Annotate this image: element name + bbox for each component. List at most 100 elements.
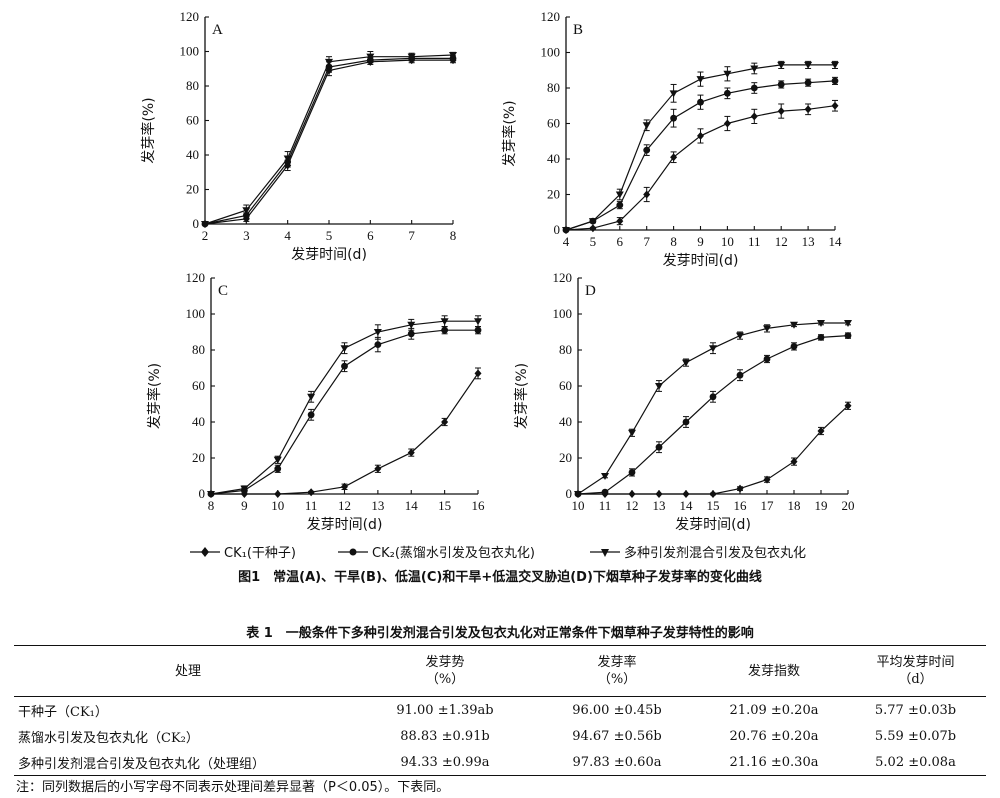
- data-point: [273, 456, 282, 464]
- x-tick-label: 6: [617, 234, 624, 249]
- data-point: [724, 89, 731, 97]
- data-point: [274, 465, 282, 473]
- data-point: [804, 61, 813, 69]
- series-line: [565, 105, 836, 231]
- data-point: [670, 153, 678, 162]
- table-row: 多种引发剂混合引发及包衣丸化（处理组） 94.33 ±0.99a 97.83 ±…: [14, 749, 986, 776]
- data-point: [790, 321, 798, 329]
- data-point: [709, 490, 717, 498]
- y-tick-label: 120: [553, 270, 573, 285]
- legend-label-ck1: CK₁(干种子): [224, 546, 296, 561]
- y-tick-label: 100: [553, 306, 573, 321]
- header-unit: （%）: [597, 672, 637, 687]
- x-tick-label: 2: [202, 228, 209, 243]
- x-tick-label: 7: [408, 228, 415, 243]
- x-tick-label: 12: [338, 498, 351, 513]
- data-point: [407, 321, 416, 329]
- y-tick-label: 100: [541, 45, 561, 60]
- data-point: [790, 457, 798, 466]
- data-point: [474, 326, 482, 334]
- data-point: [589, 224, 597, 233]
- y-tick-label: 20: [559, 450, 572, 465]
- y-axis-label: 发芽率(%): [146, 363, 163, 429]
- x-tick-label: 18: [788, 498, 801, 513]
- data-point: [615, 191, 624, 199]
- data-point: [374, 464, 382, 473]
- y-tick-label: 100: [180, 44, 200, 59]
- data-point: [307, 411, 315, 419]
- header-label: 发芽指数: [747, 663, 800, 679]
- data-point: [804, 105, 812, 114]
- series-circle: [201, 55, 457, 228]
- y-tick-label: 80: [186, 78, 199, 93]
- header-label: 处理: [174, 663, 201, 679]
- x-tick-label: 12: [775, 234, 788, 249]
- data-point: [831, 101, 839, 110]
- data-point: [750, 65, 759, 73]
- x-tick-label: 11: [305, 498, 318, 513]
- y-tick-label: 100: [186, 306, 206, 321]
- data-point: [307, 393, 316, 401]
- series-line: [578, 405, 849, 495]
- x-tick-label: 8: [208, 498, 215, 513]
- y-tick-label: 20: [192, 450, 205, 465]
- x-tick-label: 7: [643, 234, 650, 249]
- x-tick-label: 4: [284, 228, 291, 243]
- table-cell: 94.33 ±0.99a: [359, 749, 531, 776]
- data-point: [307, 488, 315, 497]
- x-tick-label: 15: [438, 498, 451, 513]
- legend-label-ck2: CK₂(蒸馏水引发及包衣丸化): [372, 545, 535, 561]
- x-tick-label: 10: [572, 498, 585, 513]
- data-point: [274, 490, 282, 498]
- data-point: [373, 329, 382, 336]
- data-point: [844, 332, 852, 339]
- data-point: [831, 61, 839, 69]
- y-tick-label: 120: [186, 270, 206, 285]
- x-tick-label: 8: [670, 234, 677, 249]
- figure-caption: 图1 常温(A)、干旱(B)、低温(C)和干旱+低温交叉胁迫(D)下烟草种子发芽…: [238, 569, 762, 585]
- series-diamond: [207, 367, 482, 498]
- x-tick-label: 13: [371, 498, 384, 513]
- x-axis-label: 发芽时间(d): [307, 517, 383, 533]
- triangle-marker-icon: [601, 549, 609, 557]
- data-point: [601, 473, 609, 480]
- header-label: 发芽率: [597, 655, 637, 670]
- x-tick-label: 14: [405, 498, 419, 513]
- table-title: 表 1 一般条件下多种引发剂混合引发及包衣丸化对正常条件下烟草种子发芽特性的影响: [246, 626, 754, 641]
- table-cell: 多种引发剂混合引发及包衣丸化（处理组）: [14, 749, 359, 776]
- series-line: [577, 335, 849, 495]
- data-point: [750, 112, 758, 121]
- series-line: [211, 373, 479, 495]
- data-point: [325, 58, 333, 66]
- data-point: [723, 119, 731, 128]
- y-tick-label: 0: [566, 486, 573, 501]
- data-point: [574, 491, 582, 498]
- y-tick-label: 20: [547, 187, 560, 202]
- data-point: [240, 485, 249, 493]
- header-cell: 处理: [14, 645, 359, 697]
- data-point: [366, 53, 375, 61]
- data-point: [669, 90, 678, 98]
- table-cell: 96.00 ±0.45b: [572, 702, 662, 718]
- legend-item-ck2: CK₂(蒸馏水引发及包衣丸化): [338, 545, 535, 561]
- data-point: [697, 131, 704, 140]
- data-point: [817, 320, 825, 327]
- y-tick-label: 20: [186, 182, 199, 197]
- data-point: [844, 401, 852, 410]
- data-point: [777, 81, 785, 88]
- x-tick-label: 11: [748, 234, 761, 249]
- chart-panel-b: 0 20 40 60 80 100 120 4 5 6 7 8 9 10 11 12 13 14 B 发芽时间(d) 发…: [501, 9, 842, 269]
- x-tick-label: 9: [697, 234, 704, 249]
- y-tick-label: 80: [192, 342, 205, 357]
- data-point: [628, 469, 636, 476]
- data-point: [670, 114, 677, 122]
- x-tick-label: 6: [367, 228, 374, 243]
- data-point: [407, 330, 415, 338]
- data-point: [655, 443, 663, 451]
- diamond-marker-icon: [201, 547, 209, 557]
- x-tick-label: 12: [626, 498, 639, 513]
- circle-marker-icon: [349, 548, 357, 556]
- results-table: 处理 发芽势 （%） 发芽率 （%） 发芽指数 平均发芽时间 （d） 干种子（C…: [14, 645, 986, 776]
- series-triangle: [207, 315, 482, 498]
- data-point: [682, 359, 690, 367]
